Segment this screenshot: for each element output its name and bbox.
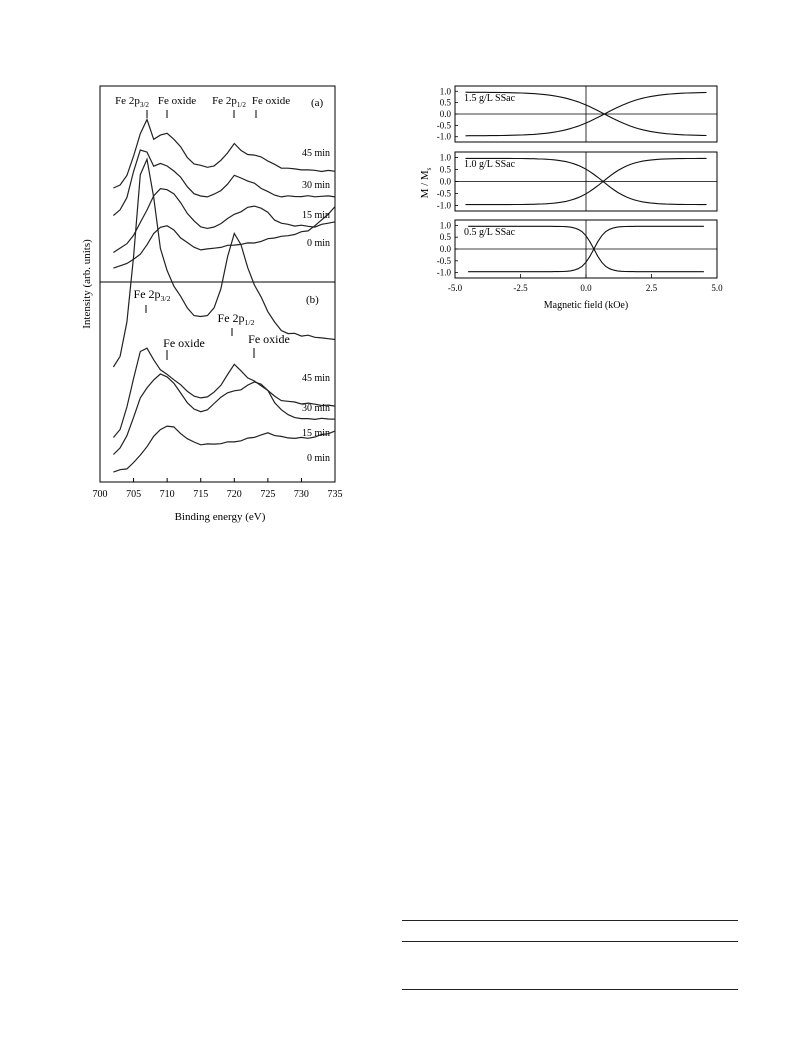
hyst-y-tick-label: 1.0: [440, 220, 452, 230]
xps-x-tick-label: 725: [260, 489, 275, 500]
xps-annotation: Fe oxide: [252, 95, 290, 107]
xps-panel-a-annotations: Fe 2p3/2 Fe oxide Fe 2p1/2 Fe oxide: [115, 95, 290, 118]
hyst-x-tick-label: 0.0: [580, 283, 592, 293]
hyst-x-axis-label: Magnetic field (kOe): [544, 300, 628, 311]
xps-x-axis-label: Binding energy (eV): [175, 511, 266, 523]
xps-annotation: Fe oxide: [158, 95, 196, 107]
xps-annotation: Fe 2p1/2: [212, 95, 246, 109]
xps-curve-0-min: [113, 425, 336, 473]
hyst-curve-ascending: [468, 225, 704, 273]
xps-curve-45-min: [113, 117, 336, 189]
xps-time-label: 30 min: [302, 403, 330, 414]
hyst-y-tick-label: -1.0: [437, 268, 452, 278]
hyst-curve-descending: [468, 225, 704, 273]
hyst-y-tick-label: 1.0: [440, 86, 452, 96]
xps-panel-b-frame: [99, 281, 336, 483]
hyst-curves: [465, 91, 707, 273]
xps-time-label: 0 min: [307, 453, 330, 464]
xps-time-label: 0 min: [307, 238, 330, 249]
table-top-rule: [402, 920, 738, 921]
xps-annotation: Fe oxide: [248, 332, 290, 346]
hyst-y-tick-label: 1.0: [440, 152, 452, 162]
hyst-y-tick-label: 0.5: [440, 98, 452, 108]
table-header-rule: [402, 941, 738, 942]
xps-curve-15-min: [113, 188, 336, 254]
hyst-y-tick-label: 0.0: [440, 109, 452, 119]
hyst-x-tick-label: -5.0: [448, 283, 463, 293]
xps-panel-a-label: (a): [311, 97, 324, 109]
xps-x-tick-label: 730: [294, 489, 309, 500]
xps-annotation: Fe oxide: [163, 336, 205, 350]
xps-x-tick-label: 710: [160, 489, 175, 500]
xps-annotation: Fe 2p3/2: [134, 287, 171, 303]
hyst-y-tick-label: 0.5: [440, 232, 452, 242]
xps-curve-45-min: [112, 157, 336, 368]
hyst-curve-ascending: [465, 91, 707, 137]
hyst-panel-label: 1.5 g/L SSac: [464, 93, 516, 104]
xps-panel-a-time-labels: 45 min 30 min 15 min 0 min: [302, 148, 330, 249]
xps-annotation: Fe 2p3/2: [115, 95, 149, 109]
hyst-x-tick-label: 2.5: [646, 283, 658, 293]
xps-curve-15-min: [112, 373, 336, 455]
xps-annotation: Fe 2p1/2: [218, 311, 255, 327]
xps-x-axis-ticks: 700 705 710 715 720 725 730 735: [93, 478, 343, 500]
hyst-panel-label: 1.0 g/L SSac: [464, 159, 516, 170]
hyst-panel-labels: 1.5 g/L SSac 1.0 g/L SSac 0.5 g/L SSac: [464, 93, 516, 238]
xps-y-axis-label: Intensity (arb. units): [81, 239, 93, 329]
xps-x-tick-label: 720: [227, 489, 242, 500]
hyst-y-tick-label: -0.5: [437, 256, 452, 266]
hyst-y-tick-label: 0.0: [440, 244, 452, 254]
xps-curve-0-min: [113, 206, 336, 269]
xps-curve-30-min: [112, 347, 336, 438]
hyst-curve-descending: [465, 157, 707, 206]
table-bottom-rule: [402, 989, 738, 990]
xps-panel-b-label: (b): [306, 294, 319, 306]
hyst-x-tick-label: -2.5: [513, 283, 528, 293]
xps-panel-b-curves: [112, 157, 336, 473]
hyst-x-axis-ticks: -5.0 -2.5 0.0 2.5 5.0: [448, 274, 723, 293]
hyst-curve-descending: [465, 91, 707, 137]
xps-panel-a-frame: [99, 85, 336, 283]
xps-time-label: 45 min: [302, 148, 330, 159]
hyst-y-tick-label: 0.5: [440, 164, 452, 174]
xps-x-tick-label: 705: [126, 489, 141, 500]
xps-panel-b-annotations: Fe 2p3/2 Fe oxide Fe 2p1/2 Fe oxide: [134, 287, 290, 360]
xps-panel-b-time-labels: 45 min 30 min 15 min 0 min: [302, 373, 330, 464]
xps-time-label: 15 min: [302, 428, 330, 439]
hyst-axes: 1.00.50.0-0.5-1.01.00.50.0-0.5-1.01.00.5…: [437, 86, 717, 278]
xps-time-label: 30 min: [302, 180, 330, 191]
xps-x-tick-label: 735: [328, 489, 343, 500]
xps-curve-30-min: [113, 149, 336, 216]
xps-panel-a-curves: [113, 117, 336, 269]
hyst-curve-ascending: [465, 157, 707, 206]
hyst-y-axis-label: M / Ms: [419, 167, 433, 198]
hyst-panel-label: 0.5 g/L SSac: [464, 227, 516, 238]
hyst-y-tick-label: 0.0: [440, 177, 452, 187]
xps-x-tick-label: 715: [193, 489, 208, 500]
hyst-y-tick-label: -1.0: [437, 201, 452, 211]
hyst-y-tick-label: -1.0: [437, 132, 452, 142]
xps-time-label: 45 min: [302, 373, 330, 384]
hyst-x-tick-label: 5.0: [711, 283, 723, 293]
xps-time-label: 15 min: [302, 210, 330, 221]
xps-x-tick-label: 700: [93, 489, 108, 500]
hyst-y-tick-label: -0.5: [437, 120, 452, 130]
hyst-y-tick-label: -0.5: [437, 189, 452, 199]
